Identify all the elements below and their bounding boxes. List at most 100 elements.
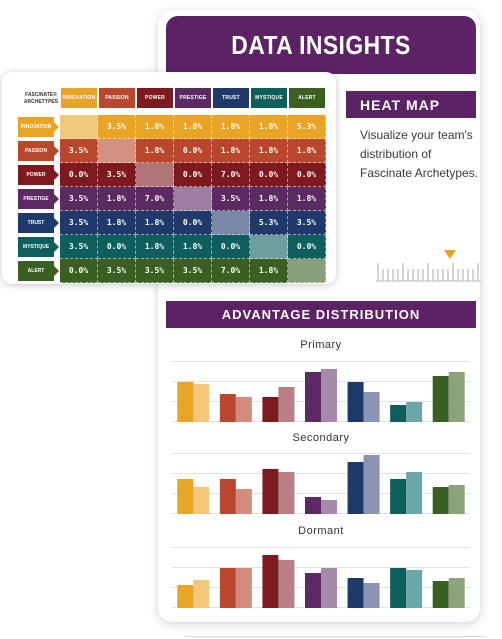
row-header-mystique: MYSTIQUE — [18, 237, 59, 257]
bar-power-1 — [262, 469, 279, 514]
heatmap-cell: 7.0% — [136, 187, 174, 211]
heatmap-cell: 1.8% — [250, 187, 288, 211]
bar-passion-1 — [219, 568, 236, 608]
heatmap-cell: 0.0% — [212, 235, 250, 259]
heatmap-cell: 3.5% — [136, 259, 174, 283]
advantage-distribution-banner: ADVANTAGE DISTRIBUTION — [166, 301, 476, 328]
heat-map-label: HEAT MAP — [360, 96, 441, 113]
secondary-bar-chart — [172, 453, 470, 514]
heatmap-cell: 3.5% — [60, 187, 98, 211]
heat-map-description: Visualize your team's distribution of Fa… — [360, 128, 479, 180]
card-shadow-line — [185, 636, 485, 637]
bar-passion-2 — [235, 489, 252, 514]
heatmap-cell — [60, 115, 98, 139]
bar-innovation-2 — [193, 580, 210, 608]
bar-trust-1 — [347, 462, 364, 514]
bar-power-2 — [278, 560, 295, 608]
advantage-distribution-label: ADVANTAGE DISTRIBUTION — [221, 307, 421, 322]
heatmap-cell: 3.5% — [174, 259, 212, 283]
row-header-trust: TRUST — [18, 213, 59, 233]
heatmap-cell: 0.0% — [60, 259, 98, 283]
heatmap-cell: 0.0% — [250, 163, 288, 187]
row-header-power: POWER — [18, 165, 59, 185]
slider-marker-icon[interactable] — [444, 250, 456, 259]
bar-power-2 — [278, 472, 295, 514]
heatmap-cell: 3.5% — [288, 211, 326, 235]
bar-trust-2 — [363, 583, 380, 608]
bar-prestige-2 — [321, 568, 337, 608]
heatmap-cell: 1.8% — [174, 235, 212, 259]
bar-mystique-1 — [390, 405, 407, 422]
bar-innovation-1 — [177, 479, 194, 514]
heatmap-cell: 1.8% — [212, 115, 250, 139]
heatmap-cell — [136, 163, 174, 187]
bar-innovation-1 — [177, 382, 194, 422]
heatmap-cell: 1.8% — [250, 115, 288, 139]
bar-trust-1 — [347, 578, 364, 608]
dormant-bar-chart — [172, 547, 470, 608]
heatmap-cell: 1.8% — [212, 139, 250, 163]
heatmap-cell: 3.5% — [98, 259, 136, 283]
bar-mystique-1 — [390, 479, 407, 514]
bar-mystique-2 — [406, 472, 423, 514]
heatmap-cell: 7.0% — [212, 259, 250, 283]
heatmap-cell: 1.8% — [136, 115, 174, 139]
heatmap-cell — [250, 235, 288, 259]
heatmap-cell: 1.8% — [98, 187, 136, 211]
heatmap-cell — [212, 211, 250, 235]
bar-passion-2 — [235, 397, 252, 422]
column-header-power: POWER — [137, 88, 173, 108]
bar-alert-2 — [448, 485, 465, 514]
heatmap-cell: 0.0% — [174, 211, 212, 235]
bar-mystique-2 — [406, 402, 423, 422]
bar-prestige-2 — [321, 500, 337, 514]
bar-alert-1 — [432, 487, 449, 514]
bar-innovation-2 — [193, 487, 210, 514]
chart-title-secondary: Secondary — [292, 432, 350, 444]
heatmap-cell: 0.0% — [288, 163, 326, 187]
heatmap-cell: 7.0% — [212, 163, 250, 187]
archetypes-corner-label: FASCINATE® ARCHETYPES — [23, 92, 59, 105]
primary-bar-chart — [172, 361, 470, 422]
page-title: DATA INSIGHTS — [231, 29, 411, 60]
bar-trust-1 — [347, 382, 364, 422]
heatmap-cell: 0.0% — [60, 163, 98, 187]
bar-mystique-2 — [406, 570, 423, 608]
bar-alert-2 — [448, 578, 465, 608]
heat-map-label-banner: HEAT MAP — [346, 91, 476, 118]
heatmap-cell: 0.0% — [174, 139, 212, 163]
heatmap-cell: 1.8% — [98, 211, 136, 235]
heatmap-cell: 1.8% — [136, 139, 174, 163]
bar-trust-2 — [363, 392, 380, 422]
bar-trust-2 — [363, 455, 380, 514]
bar-power-1 — [262, 555, 279, 608]
heatmap-cell: 3.5% — [60, 211, 98, 235]
bar-alert-1 — [432, 581, 449, 608]
heatmap-cell: 3.5% — [60, 235, 98, 259]
heatmap-cell: 5.3% — [250, 211, 288, 235]
heatmap-cell: 3.5% — [60, 139, 98, 163]
bar-alert-2 — [448, 372, 465, 422]
bar-prestige-1 — [305, 573, 321, 608]
column-header-passion: PASSION — [99, 88, 135, 108]
heatmap-cell: 1.8% — [136, 211, 174, 235]
column-header-alert: ALERT — [289, 88, 325, 108]
heatmap-cell: 3.5% — [212, 187, 250, 211]
heatmap-cell — [98, 139, 136, 163]
bar-innovation-2 — [193, 384, 210, 422]
row-header-prestige: PRESTIGE — [18, 189, 59, 209]
column-header-trust: TRUST — [213, 88, 249, 108]
bar-innovation-1 — [177, 585, 194, 608]
heatmap-cell: 1.8% — [174, 115, 212, 139]
column-header-mystique: MYSTIQUE — [251, 88, 287, 108]
heatmap-cell: 5.3% — [288, 115, 326, 139]
heatmap-cell: 3.5% — [98, 115, 136, 139]
heatmap-cell: 0.0% — [174, 163, 212, 187]
row-header-innovation: INNOVATION — [18, 117, 59, 137]
data-insights-header: DATA INSIGHTS — [166, 16, 476, 74]
bar-mystique-1 — [390, 568, 407, 608]
heatmap-cell: 0.0% — [288, 235, 326, 259]
heatmap-cell: 1.8% — [136, 235, 174, 259]
ruler-slider[interactable] — [376, 262, 481, 282]
row-header-passion: PASSION — [18, 141, 59, 161]
